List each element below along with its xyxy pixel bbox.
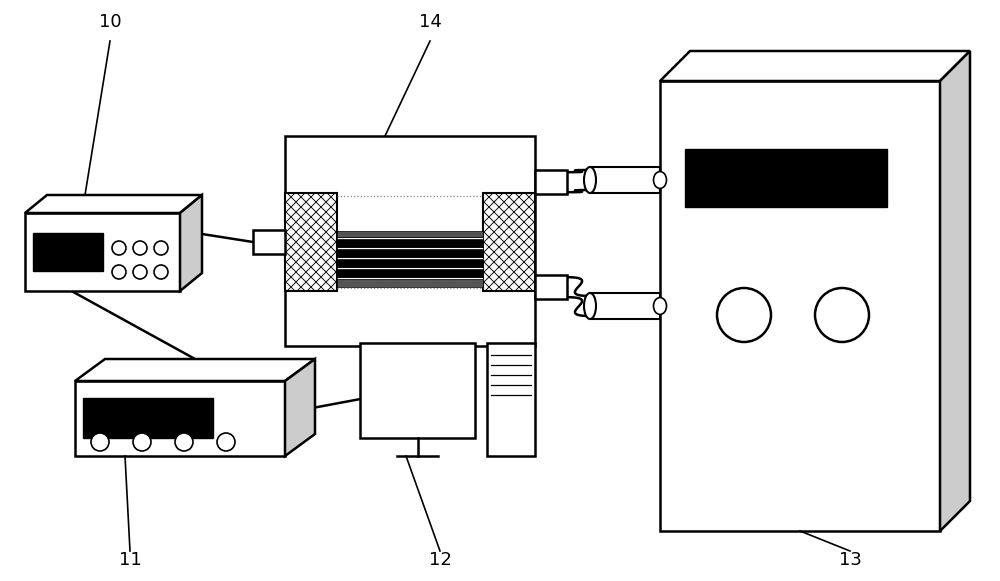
Ellipse shape [654, 171, 666, 188]
Ellipse shape [654, 297, 666, 314]
Circle shape [91, 433, 109, 451]
Polygon shape [660, 51, 970, 81]
Bar [590, 167, 660, 193]
Bar [337, 269, 483, 277]
Circle shape [133, 265, 147, 279]
Bar [337, 249, 483, 257]
Text: 10: 10 [99, 13, 121, 31]
Text: 12: 12 [429, 551, 451, 569]
Bar [337, 237, 483, 239]
Bar [337, 257, 483, 259]
Bar [487, 343, 535, 456]
Text: 14: 14 [419, 13, 441, 31]
Ellipse shape [584, 293, 596, 319]
Polygon shape [25, 195, 202, 213]
Circle shape [175, 433, 193, 451]
Bar [337, 231, 483, 237]
Circle shape [133, 241, 147, 255]
Bar [253, 230, 285, 254]
Bar [285, 136, 535, 346]
Bar [285, 193, 337, 291]
Circle shape [217, 433, 235, 451]
Bar [337, 267, 483, 269]
Circle shape [133, 433, 151, 451]
Polygon shape [940, 51, 970, 531]
Circle shape [154, 241, 168, 255]
Circle shape [154, 265, 168, 279]
Circle shape [112, 265, 126, 279]
Bar [685, 149, 887, 207]
Bar [83, 398, 213, 438]
Bar [483, 193, 535, 291]
Bar [590, 293, 660, 319]
Bar [337, 239, 483, 247]
Bar [660, 81, 940, 531]
Circle shape [112, 241, 126, 255]
Polygon shape [75, 359, 315, 381]
Bar [337, 247, 483, 249]
Bar [535, 275, 567, 299]
Bar [337, 277, 483, 279]
Bar [285, 193, 337, 291]
Circle shape [815, 288, 869, 342]
Bar [535, 170, 567, 194]
Bar [25, 213, 180, 291]
Bar [33, 233, 103, 271]
Circle shape [717, 288, 771, 342]
Bar [337, 259, 483, 267]
Bar [75, 381, 285, 456]
Ellipse shape [584, 167, 596, 193]
Text: 11: 11 [119, 551, 141, 569]
Bar [483, 193, 535, 291]
Polygon shape [285, 359, 315, 456]
Text: 13: 13 [839, 551, 861, 569]
Bar [337, 279, 483, 287]
Polygon shape [180, 195, 202, 291]
Bar [360, 343, 475, 438]
